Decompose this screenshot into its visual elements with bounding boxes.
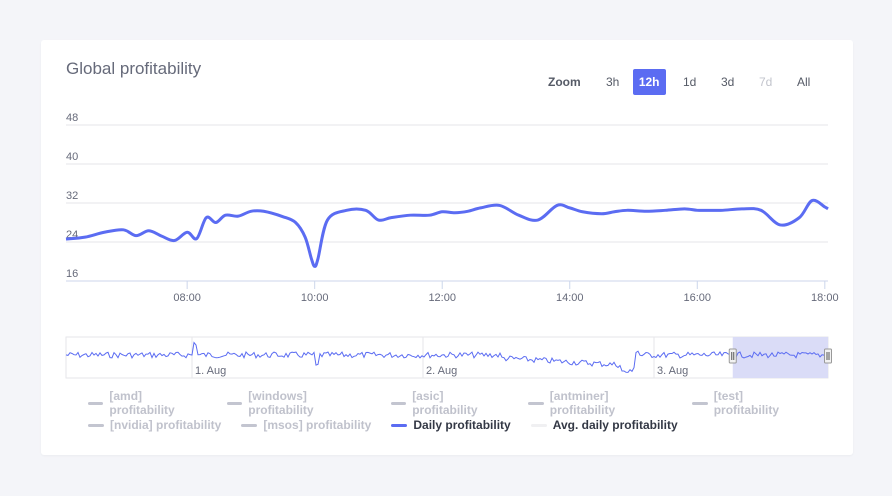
navigator-day-label: 1. Aug <box>195 365 226 377</box>
zoom-label: Zoom <box>548 74 581 89</box>
zoom-1d-button[interactable]: 1d <box>682 74 697 89</box>
zoom-3h-button[interactable]: 3h <box>605 74 620 89</box>
legend-swatch <box>528 401 544 405</box>
legend-item-daily[interactable]: Daily profitability <box>391 418 511 432</box>
legend-label: [antminer] profitability <box>549 389 616 417</box>
y-tick-label: 32 <box>66 190 78 202</box>
legend-item-amd[interactable]: [amd] profitability <box>88 389 207 417</box>
legend-label: [test] profitability <box>713 389 780 417</box>
y-tick-label: 48 <box>66 112 78 124</box>
legend-item-test[interactable]: [test] profitability <box>692 389 808 417</box>
x-tick-label: 16:00 <box>684 292 712 304</box>
legend-item-asic[interactable]: [asic] profitability <box>390 389 509 417</box>
legend-swatch <box>530 423 547 427</box>
legend-label: [windows] profitability <box>248 389 314 417</box>
legend-swatch <box>390 401 407 405</box>
legend: [amd] profitability [windows] profitabil… <box>88 389 828 436</box>
legend-row-2: [nvidia] profitability [msos] profitabil… <box>88 414 828 436</box>
x-tick-label: 12:00 <box>428 292 456 304</box>
legend-row-1: [amd] profitability [windows] profitabil… <box>88 389 828 417</box>
legend-swatch <box>226 401 243 405</box>
legend-swatch <box>88 423 104 427</box>
x-tick-label: 18:00 <box>811 292 839 304</box>
zoom-12h-button[interactable]: 12h <box>632 68 666 95</box>
legend-swatch <box>391 423 408 427</box>
series-daily-profitability-line <box>65 198 829 268</box>
zoom-all-button[interactable]: All <box>797 74 811 89</box>
legend-label: Avg. daily profitability <box>552 418 678 432</box>
legend-swatch <box>692 401 708 405</box>
navigator-frame <box>65 336 829 379</box>
zoom-3d-button[interactable]: 3d <box>720 74 735 89</box>
legend-item-msos[interactable]: [msos] profitability <box>241 418 371 432</box>
legend-label: [nvidia] profitability <box>110 418 222 432</box>
zoom-controls: Zoom 3h 12h 1d 3d 7d All <box>540 68 822 95</box>
chart-card <box>41 40 853 455</box>
navigator-right-handle <box>824 348 832 364</box>
y-tick-label: 16 <box>66 268 78 280</box>
x-tick-label: 10:00 <box>301 292 329 304</box>
x-tick-label: 14:00 <box>556 292 584 304</box>
legend-item-avg-daily[interactable]: Avg. daily profitability <box>530 418 678 432</box>
legend-label: [asic] profitability <box>412 389 478 417</box>
legend-label: Daily profitability <box>413 418 511 432</box>
x-tick-label: 08:00 <box>173 292 201 304</box>
y-tick-label: 40 <box>66 151 78 163</box>
zoom-7d-button: 7d <box>758 74 773 89</box>
navigator-day-label: 3. Aug <box>657 365 688 377</box>
navigator-day-label: 2. Aug <box>426 365 457 377</box>
legend-item-antminer[interactable]: [antminer] profitability <box>528 389 672 417</box>
navigator-series-line <box>65 341 829 373</box>
legend-item-nvidia[interactable]: [nvidia] profitability <box>88 418 221 432</box>
legend-swatch <box>241 423 258 427</box>
legend-item-windows[interactable]: [windows] profitability <box>226 389 371 417</box>
chart-title: Global profitability <box>66 59 202 78</box>
navigator-selection <box>732 337 828 378</box>
navigator-left-handle <box>728 348 737 364</box>
legend-swatch <box>88 401 104 405</box>
legend-label: [amd] profitability <box>109 389 175 417</box>
legend-label: [msos] profitability <box>263 418 372 432</box>
